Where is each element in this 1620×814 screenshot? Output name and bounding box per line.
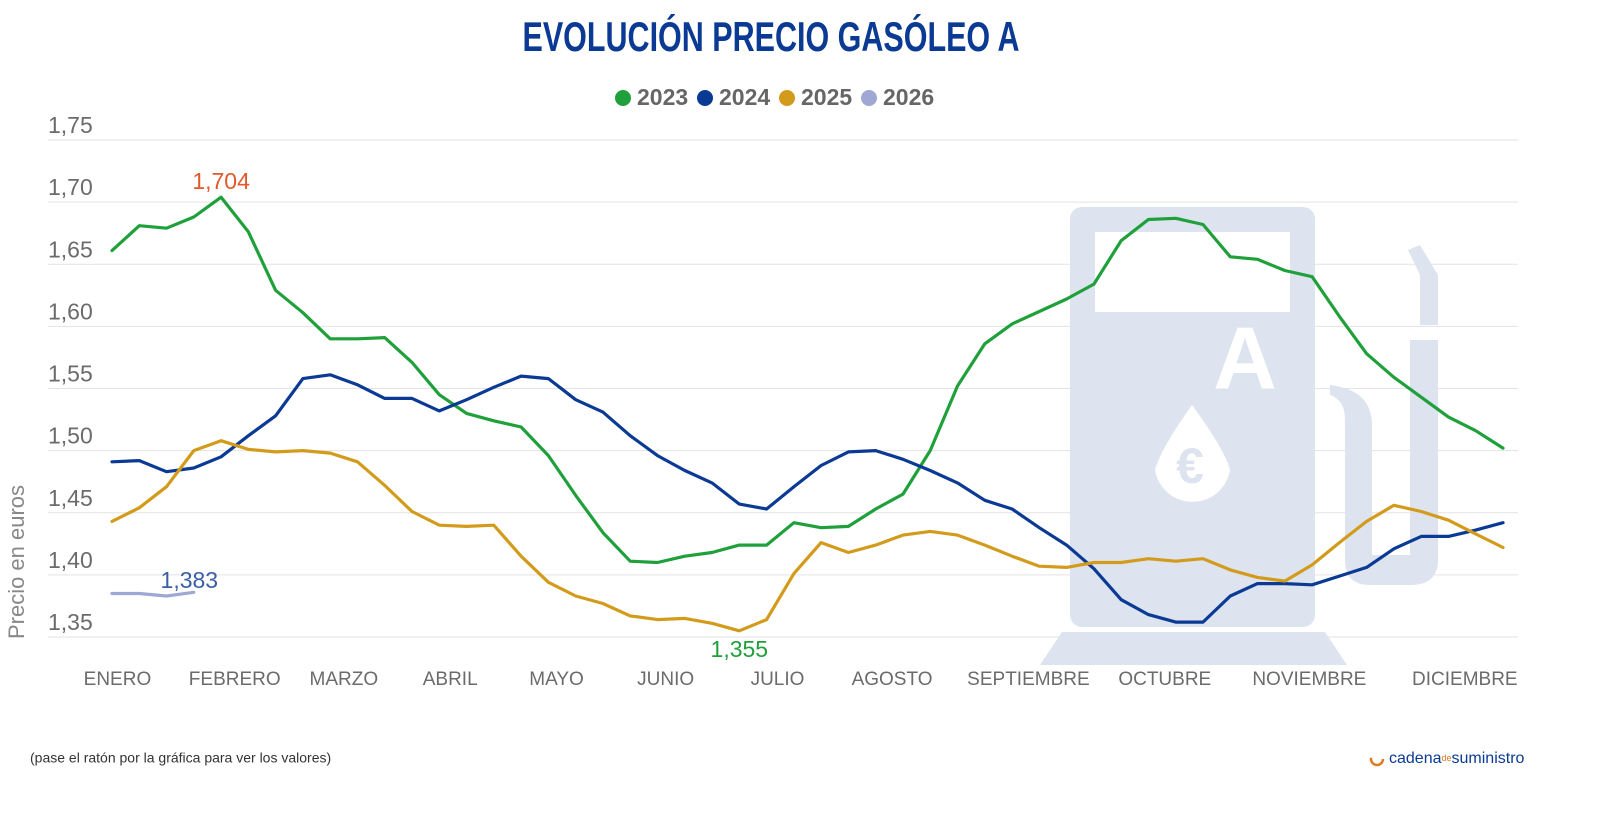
legend-item[interactable]: 2025 (779, 84, 852, 110)
y-tick-label: 1,70 (48, 174, 93, 200)
brand-part: cadena (1389, 750, 1442, 767)
series-line (110, 373, 1505, 624)
pump-base (1040, 632, 1347, 665)
chart-title: EVOLUCIÓN PRECIO GASÓLEO A (523, 12, 1020, 60)
y-tick-label: 1,40 (48, 547, 93, 573)
x-tick-label: ABRIL (423, 669, 478, 690)
pump-euro: € (1176, 438, 1204, 494)
legend-marker (697, 90, 713, 106)
legend-item[interactable]: 2024 (697, 84, 770, 110)
x-tick-label: NOVIEMBRE (1252, 669, 1366, 690)
x-tick-label: OCTUBRE (1118, 669, 1211, 690)
pump-hose (1330, 245, 1438, 585)
legend-item[interactable]: 2026 (861, 84, 934, 110)
legend-item[interactable]: 2023 (615, 84, 688, 110)
legend-label: 2024 (719, 84, 770, 110)
y-axis-title: Precio en euros (4, 485, 29, 639)
legend: 2023 2024 2025 2026 (615, 84, 934, 110)
brand-name: cadenadesuministro (1389, 750, 1525, 767)
x-tick-label: FEBRERO (189, 669, 281, 690)
legend-label: 2023 (637, 84, 688, 110)
legend-marker (615, 90, 631, 106)
x-tick-label: ENERO (84, 669, 152, 690)
series-line (110, 590, 196, 598)
brand-logo (1369, 751, 1385, 767)
pump-drop (1155, 405, 1230, 502)
pump-window (1095, 232, 1290, 312)
x-tick-label: MAYO (529, 669, 584, 690)
annotation: 1,704 (192, 168, 250, 194)
legend-marker (861, 90, 877, 106)
legend-label: 2026 (883, 84, 934, 110)
y-tick-label: 1,50 (48, 423, 93, 449)
y-tick-label: 1,45 (48, 485, 93, 511)
x-tick-label: JUNIO (637, 669, 694, 690)
x-tick-label: MARZO (310, 669, 379, 690)
annotation: 1,383 (161, 567, 219, 593)
y-tick-label: 1,35 (48, 609, 93, 635)
series-line (110, 439, 1505, 633)
y-tick-label: 1,55 (48, 361, 93, 387)
x-tick-label: DICIEMBRE (1412, 669, 1518, 690)
pump-letter: A (1213, 308, 1277, 407)
brand: cadenadesuministro (1369, 750, 1525, 767)
x-tick-label: SEPTIEMBRE (967, 669, 1089, 690)
x-tick-label: AGOSTO (852, 669, 933, 690)
note: (pase el ratón por la gráfica para ver l… (30, 750, 331, 766)
annotation: 1,355 (711, 636, 769, 662)
brand-part: suministro (1452, 750, 1525, 767)
brand-part: de (1442, 753, 1452, 763)
y-tick-label: 1,60 (48, 298, 93, 324)
y-tick-label: 1,65 (48, 236, 93, 262)
legend-marker (779, 90, 795, 106)
legend-label: 2025 (801, 84, 852, 110)
y-tick-label: 1,75 (48, 112, 93, 138)
series-line (110, 195, 1505, 565)
x-tick-label: JULIO (751, 669, 805, 690)
pump-icon: A € (1040, 207, 1438, 665)
